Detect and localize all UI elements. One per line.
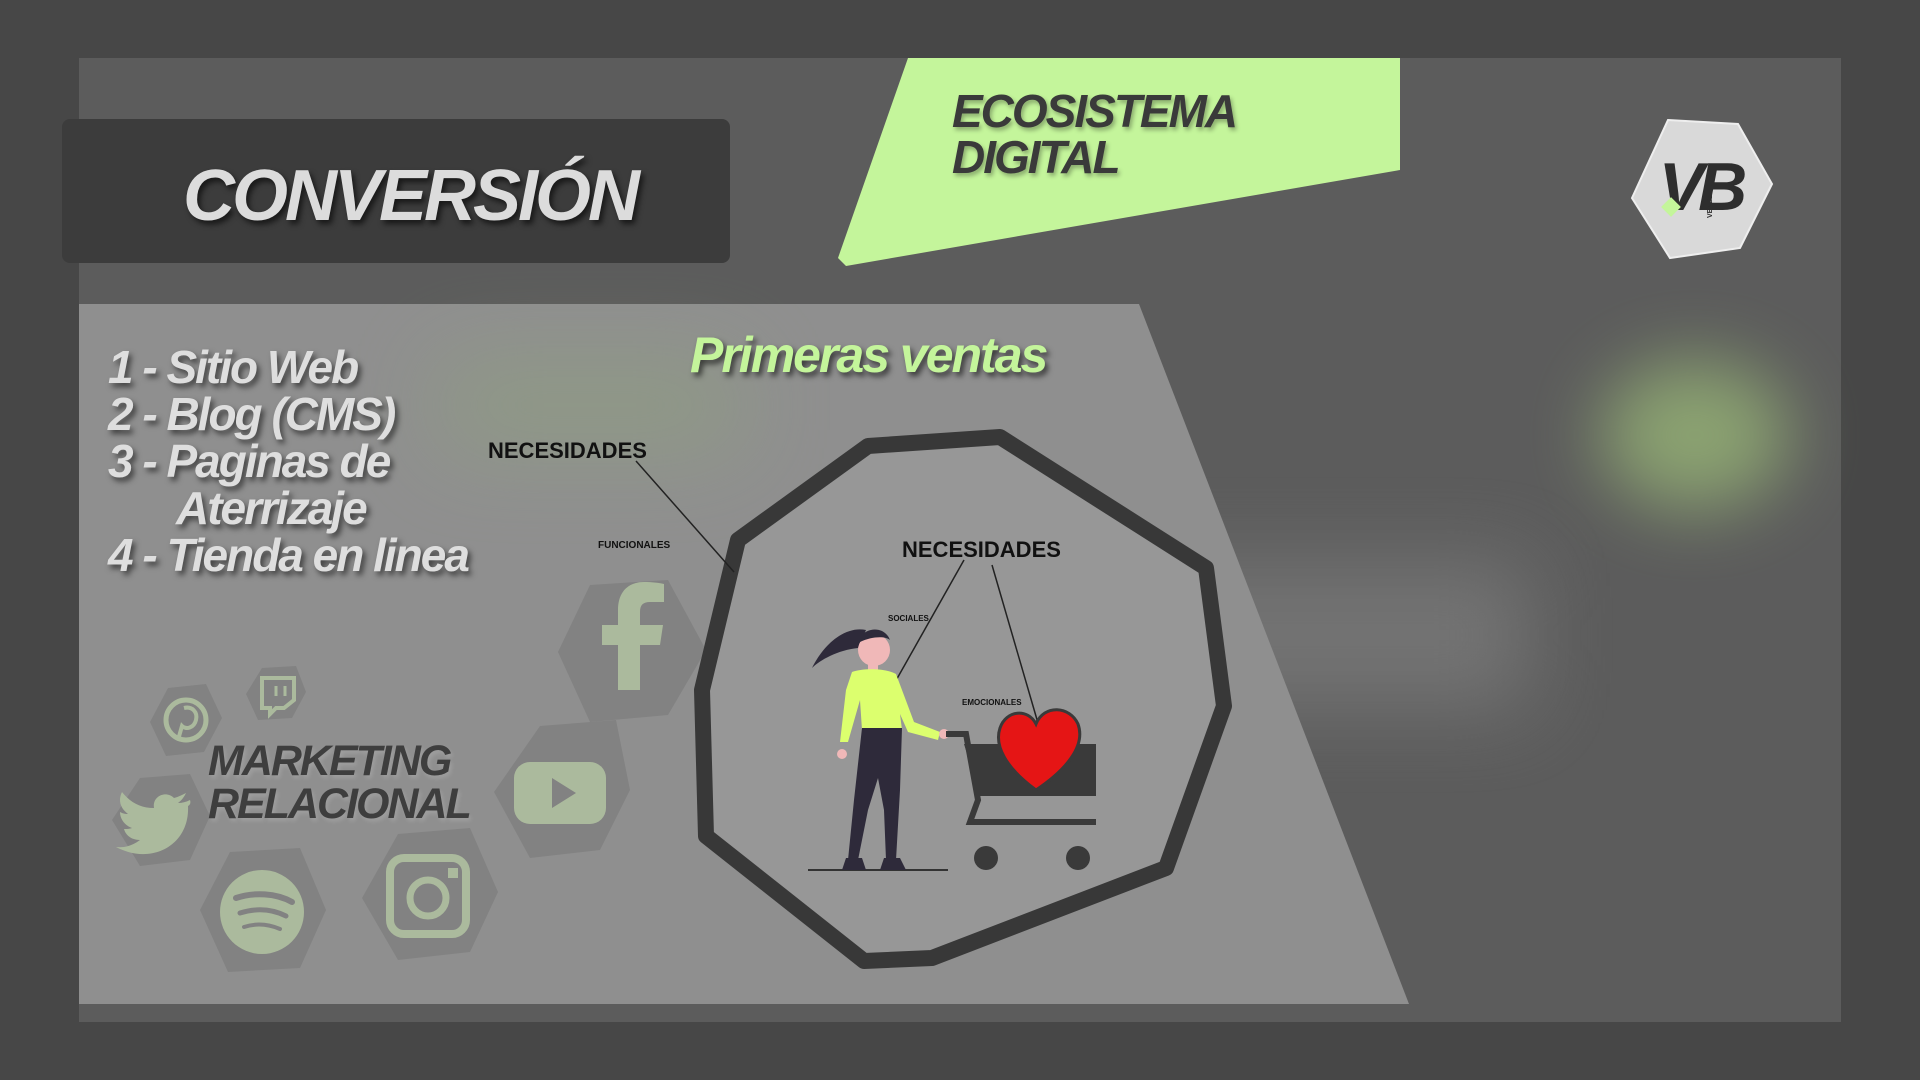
label-needs-top: NECESIDADES [488,438,647,463]
label-emotional: EMOCIONALES [962,698,1022,707]
ecosystem-badge-text: ECOSISTEMA DIGITAL [952,85,1238,183]
blurred-panel-glow [440,360,740,450]
ecosystem-badge-line-2: DIGITAL [952,131,1121,183]
list-item: Aterrizaje [176,482,368,534]
title-box [62,119,730,263]
logo: VB VENEZUELA [1630,118,1774,260]
pinterest-icon [150,684,222,756]
marketing-line-1: MARKETING [208,737,452,785]
page-title: CONVERSIÓN [182,156,640,236]
facebook-icon [558,580,706,722]
connector-line [991,564,1041,731]
heptagon-frame [694,429,1232,969]
ecosystem-badge-line-1: ECOSISTEMA [952,85,1238,137]
label-social: SOCIALES [888,614,929,623]
instagram-icon [362,828,498,960]
youtube-icon [494,720,630,858]
twitch-icon [246,666,306,720]
subtitle: Primeras ventas [690,327,1048,383]
connector-line [635,460,735,573]
spotify-icon [200,848,326,972]
list-item: 3 - Paginas de [108,435,391,487]
marketing-line-2: RELACIONAL [208,780,472,828]
connector-line [893,559,965,685]
list-item: 4 - Tienda en linea [108,529,470,581]
logo-green-square [1661,197,1681,217]
label-needs-inner: NECESIDADES [902,537,1061,562]
blurred-green-glow [1600,360,1790,510]
label-functional: FUNCIONALES [598,540,671,551]
woman-figure [812,629,949,870]
list-item: 2 - Blog (CMS) [108,388,396,440]
logo-subtext: VENEZUELA [1707,176,1714,218]
strategy-list: 1 - Sitio Web 2 - Blog (CMS) 3 - Paginas… [108,341,470,581]
list-item: 1 - Sitio Web [108,341,359,393]
marketing-label: MARKETING RELACIONAL [208,737,472,828]
twitter-icon [112,774,210,866]
heart-icon [997,708,1082,792]
logo-hexagon [1630,118,1774,260]
